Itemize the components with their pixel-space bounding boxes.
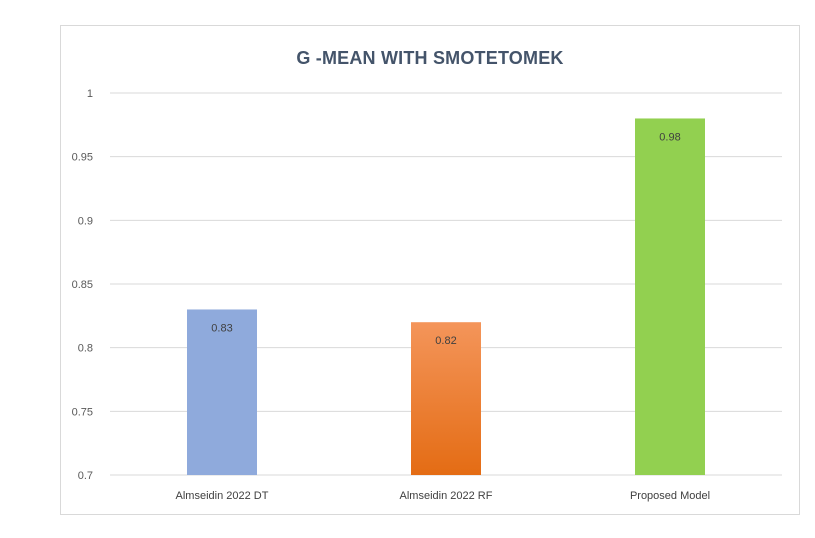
data-label: 0.83 xyxy=(211,322,232,334)
chart-title: G -MEAN WITH SMOTETOMEK xyxy=(296,48,564,68)
data-label: 0.98 xyxy=(659,131,680,143)
x-category-label: Almseidin 2022 RF xyxy=(400,490,493,502)
y-axis-ticks: 0.7 0.75 0.8 0.85 0.9 0.95 1 xyxy=(72,88,93,482)
y-tick-label: 0.8 xyxy=(78,343,93,355)
y-tick-label: 0.7 xyxy=(78,470,93,482)
y-tick-label: 0.75 xyxy=(72,406,93,418)
x-category-label: Almseidin 2022 DT xyxy=(176,490,269,502)
bar xyxy=(411,322,481,475)
bar xyxy=(187,309,257,475)
x-axis-categories: Almseidin 2022 DT Almseidin 2022 RF Propos… xyxy=(176,490,711,502)
y-tick-label: 0.9 xyxy=(78,215,93,227)
y-tick-label: 0.95 xyxy=(72,152,93,164)
y-tick-label: 1 xyxy=(87,88,93,100)
x-category-label: Proposed Model xyxy=(630,490,710,502)
bars: 0.83 0.82 0.98 xyxy=(187,118,705,475)
y-tick-label: 0.85 xyxy=(72,279,93,291)
bar xyxy=(635,118,705,475)
data-label: 0.82 xyxy=(435,335,456,347)
